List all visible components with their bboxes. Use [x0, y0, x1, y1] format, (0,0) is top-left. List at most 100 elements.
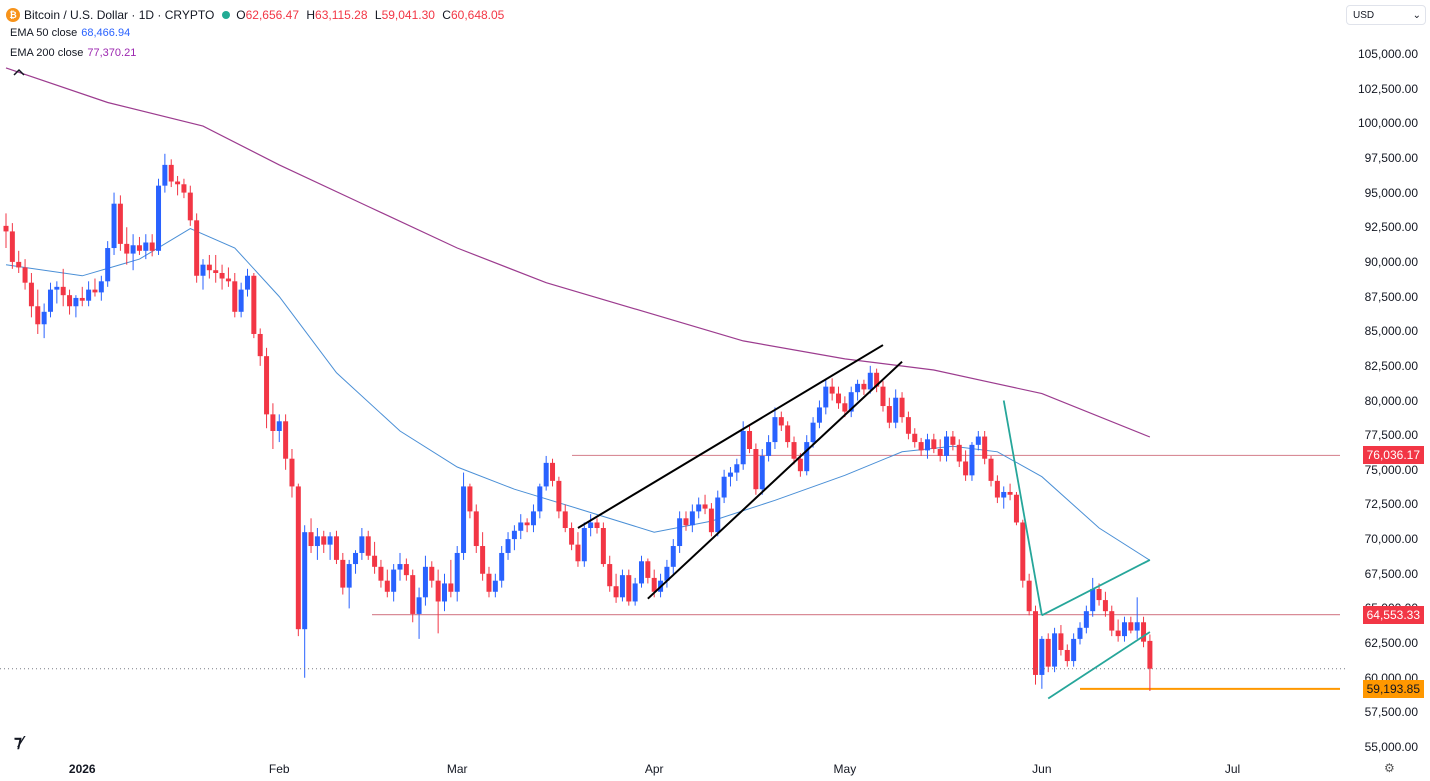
- candle: [988, 455, 994, 487]
- candle-body: [441, 583, 447, 602]
- collapse-legend-icon[interactable]: [12, 67, 26, 77]
- candle: [613, 573, 619, 603]
- candle: [467, 483, 473, 519]
- candle: [899, 392, 905, 423]
- candle: [702, 494, 708, 515]
- candle: [162, 153, 168, 193]
- candle: [1033, 605, 1039, 685]
- candle-body: [378, 566, 384, 581]
- candle: [219, 264, 225, 290]
- candle: [727, 467, 733, 487]
- candle-body: [130, 245, 136, 254]
- x-tick-label: Feb: [268, 762, 290, 776]
- candle: [600, 522, 606, 567]
- indicator-ema200[interactable]: EMA 200 close 77,370.21: [10, 47, 137, 59]
- bitcoin-logo-icon: ₿: [6, 8, 20, 22]
- candle-body: [136, 245, 142, 251]
- candle-body: [200, 264, 206, 276]
- candle-body: [918, 442, 924, 451]
- candle-body: [410, 575, 416, 614]
- x-tick-label: Apr: [644, 762, 664, 776]
- y-tick-label: 87,500.00: [1364, 289, 1418, 304]
- candle: [200, 259, 206, 290]
- ema-200-path: [5, 67, 1151, 438]
- candle-body: [702, 504, 708, 509]
- candle: [581, 522, 587, 567]
- candle-body: [92, 289, 98, 293]
- candle-body: [499, 552, 505, 581]
- candle: [353, 550, 359, 574]
- x-tick-label: Jul: [1224, 762, 1241, 776]
- candle-body: [804, 442, 810, 472]
- candle: [441, 573, 447, 612]
- candle: [791, 436, 797, 465]
- candle: [149, 234, 155, 257]
- candle: [880, 381, 886, 412]
- candle-body: [435, 580, 441, 602]
- candle: [321, 530, 327, 553]
- candle-body: [956, 444, 962, 462]
- candle: [715, 490, 721, 537]
- candle: [276, 414, 282, 443]
- candle: [753, 443, 759, 495]
- candle: [416, 587, 422, 639]
- y-tick-label: 77,500.00: [1364, 428, 1418, 443]
- candle: [1001, 486, 1007, 509]
- candle: [505, 532, 511, 560]
- candle: [264, 347, 270, 429]
- candle-body: [594, 522, 600, 529]
- candle-body: [1121, 622, 1127, 637]
- candle-body: [727, 472, 733, 477]
- candle-body: [632, 583, 638, 602]
- candle: [645, 558, 651, 584]
- candle-body: [721, 476, 727, 498]
- candle: [397, 552, 403, 581]
- candle: [448, 559, 454, 598]
- candle-body: [810, 422, 816, 443]
- candle-body: [124, 243, 130, 254]
- price-level-tag: 64,553.33: [1362, 605, 1424, 624]
- candle-body: [944, 436, 950, 456]
- candle-body: [270, 414, 276, 431]
- currency-select[interactable]: USD ⌄: [1346, 5, 1426, 25]
- candle-body: [893, 397, 899, 423]
- candle: [384, 569, 390, 598]
- candle-body: [1077, 627, 1083, 639]
- candle-body: [416, 597, 422, 614]
- candle: [975, 430, 981, 451]
- candle-body: [302, 532, 308, 630]
- candle: [340, 552, 346, 595]
- candle: [708, 503, 714, 537]
- candle: [225, 267, 231, 287]
- candle: [289, 449, 295, 498]
- candle: [181, 178, 187, 199]
- candle: [1058, 625, 1064, 656]
- candle: [105, 241, 111, 287]
- candle-body: [149, 242, 155, 251]
- candle: [562, 504, 568, 533]
- candle-body: [461, 486, 467, 553]
- candle-body: [772, 417, 778, 443]
- candle: [1083, 605, 1089, 634]
- candle-body: [670, 546, 676, 567]
- candle: [950, 430, 956, 451]
- candle: [918, 437, 924, 456]
- candle-body: [988, 458, 994, 481]
- candle-body: [867, 372, 873, 390]
- candle: [1096, 583, 1102, 606]
- candle: [1052, 627, 1058, 673]
- settings-icon[interactable]: ⚙: [1384, 761, 1395, 775]
- candle: [117, 195, 123, 251]
- candle-body: [931, 439, 937, 450]
- candle: [778, 411, 784, 431]
- candle: [1102, 591, 1108, 617]
- y-tick-label: 75,000.00: [1364, 462, 1418, 477]
- symbol-title[interactable]: Bitcoin / U.S. Dollar · 1D · CRYPTO: [24, 8, 215, 22]
- candle: [175, 175, 181, 196]
- indicator-ema50[interactable]: EMA 50 close 68,466.94: [10, 27, 131, 39]
- candle: [98, 275, 104, 301]
- candle-body: [1064, 649, 1070, 662]
- candle-body: [168, 164, 174, 182]
- candle-body: [391, 569, 397, 592]
